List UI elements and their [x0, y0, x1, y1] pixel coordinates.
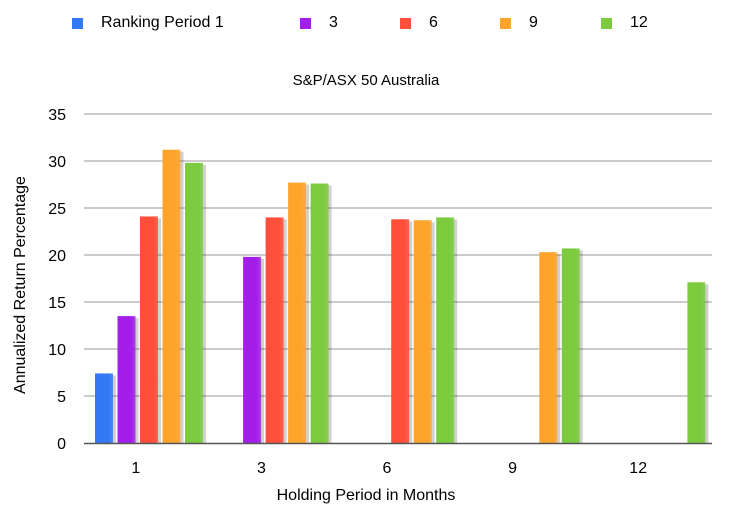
- bar: [687, 282, 706, 443]
- legend-label: 9: [529, 14, 538, 31]
- legend-swatch: [300, 17, 311, 29]
- bar: [243, 256, 262, 443]
- legend-item: 12: [601, 12, 648, 34]
- y-tick-label: 10: [48, 342, 66, 359]
- legend-swatch: [500, 17, 511, 29]
- x-tick-label: 12: [629, 460, 647, 477]
- y-tick-label: 25: [48, 201, 66, 218]
- legend-swatch: [72, 17, 83, 29]
- legend-item: 9: [500, 12, 538, 34]
- x-tick-label: 1: [131, 460, 140, 477]
- x-tick-label: 9: [508, 460, 517, 477]
- x-tick-label: 6: [383, 460, 392, 477]
- y-tick-label: 15: [48, 295, 66, 312]
- y-tick-label: 20: [48, 248, 66, 265]
- bar: [185, 162, 203, 443]
- legend-label: Ranking Period 1: [101, 14, 224, 31]
- bars: [95, 149, 709, 443]
- bar: [140, 216, 158, 443]
- bar: [310, 183, 329, 443]
- x-tick-label: 3: [257, 460, 266, 477]
- y-axis-title: Annualized Return Percentage: [12, 176, 29, 394]
- bar: [539, 252, 558, 443]
- bar: [162, 149, 181, 443]
- bar: [561, 248, 580, 443]
- bar: [288, 182, 307, 443]
- chart-title: S&P/ASX 50 Australia: [292, 72, 440, 89]
- legend-label: 3: [329, 14, 338, 31]
- bar: [117, 316, 136, 443]
- axes: 1 3 6 9 12: [84, 442, 712, 477]
- legend-swatch: [400, 17, 411, 29]
- legend-label: 12: [630, 14, 648, 31]
- y-tick-label: 0: [57, 436, 66, 453]
- legend-item: 3: [300, 12, 338, 34]
- bar: [391, 219, 410, 443]
- bar: [265, 217, 284, 443]
- legend-item: Ranking Period 1: [72, 12, 224, 34]
- y-tick-label: 5: [57, 389, 66, 406]
- legend-item: 6: [400, 12, 438, 34]
- x-axis-title: Holding Period in Months: [276, 487, 456, 504]
- legend-swatch: [601, 17, 612, 29]
- bar: [436, 217, 455, 443]
- legend-label: 6: [429, 14, 438, 31]
- y-tick-label: 35: [48, 107, 66, 124]
- bar: [413, 220, 432, 443]
- bar: [95, 373, 113, 443]
- y-tick-label: 30: [48, 154, 66, 171]
